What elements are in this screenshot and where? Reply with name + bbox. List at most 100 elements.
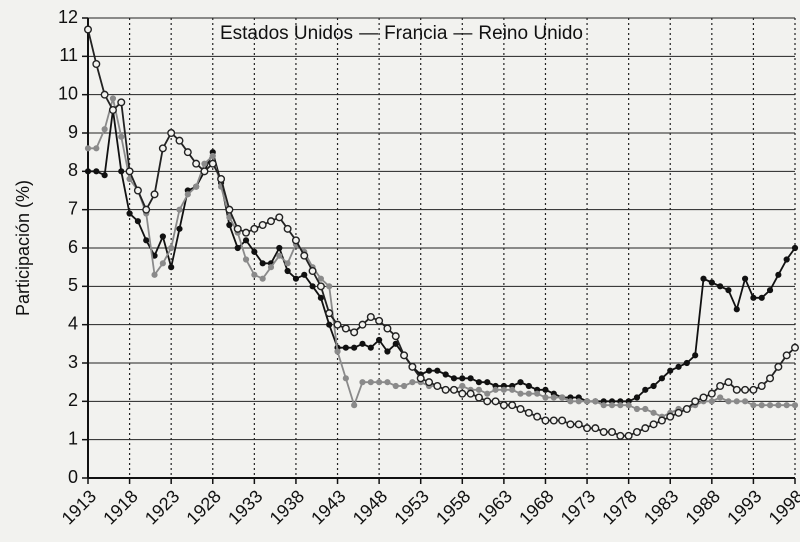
data-point: [484, 379, 491, 386]
data-point: [667, 367, 674, 374]
data-point: [649, 420, 658, 429]
data-point: [642, 405, 649, 413]
y-tick-label: 6: [68, 237, 78, 257]
data-point: [168, 244, 175, 252]
data-point: [782, 351, 791, 360]
y-tick-label: 12: [58, 7, 78, 27]
data-point: [492, 386, 499, 393]
data-point: [125, 167, 134, 176]
data-point: [109, 95, 117, 102]
y-tick-label: 2: [68, 390, 78, 410]
data-point: [474, 393, 483, 402]
data-point: [633, 405, 641, 413]
data-point: [366, 313, 375, 322]
data-point: [466, 389, 475, 398]
data-point: [93, 168, 100, 175]
data-point: [100, 90, 109, 99]
y-tick-label: 5: [68, 275, 78, 295]
data-point: [101, 172, 108, 179]
data-point: [450, 375, 458, 382]
data-point: [650, 382, 657, 390]
data-point: [757, 382, 766, 391]
data-point: [442, 371, 449, 378]
data-point: [333, 320, 342, 329]
data-point: [516, 405, 525, 414]
data-point: [632, 428, 641, 437]
data-point: [592, 398, 599, 405]
data-point: [608, 428, 617, 437]
data-point: [284, 267, 291, 275]
data-point: [334, 348, 341, 355]
data-point: [316, 282, 325, 291]
data-point: [367, 344, 374, 351]
data-point: [542, 386, 549, 393]
data-point: [725, 287, 732, 294]
data-point: [591, 424, 600, 433]
data-point: [541, 416, 550, 425]
data-point: [233, 224, 242, 233]
data-point: [392, 382, 399, 390]
data-point: [500, 386, 507, 393]
data-point: [416, 374, 425, 383]
data-point: [284, 260, 291, 267]
data-point: [525, 390, 532, 397]
data-point: [683, 359, 690, 367]
y-axis-label: Participación (%): [13, 180, 33, 316]
data-point: [325, 309, 334, 318]
data-point: [475, 379, 483, 386]
data-point: [542, 394, 549, 401]
data-point: [384, 379, 391, 386]
y-tick-label: 1: [68, 428, 78, 448]
data-point: [499, 401, 508, 410]
data-point: [351, 402, 358, 409]
data-point: [716, 382, 725, 391]
data-point: [276, 252, 283, 259]
data-point: [242, 237, 250, 244]
y-tick-label: 10: [58, 83, 78, 103]
data-point: [192, 159, 201, 168]
data-point: [433, 382, 442, 391]
data-point: [766, 374, 775, 383]
data-point: [342, 344, 349, 351]
data-point: [150, 190, 159, 199]
data-point: [724, 378, 733, 387]
data-point: [317, 275, 324, 282]
data-point: [118, 168, 125, 175]
data-point: [175, 136, 184, 145]
data-point: [583, 424, 592, 433]
data-point: [383, 324, 392, 333]
data-point: [341, 324, 350, 333]
legend: Estados Unidos — Francia — Reino Unido: [220, 23, 583, 44]
data-point: [791, 402, 799, 409]
data-point: [350, 328, 359, 337]
data-point: [692, 352, 699, 359]
data-point: [441, 385, 450, 394]
data-point: [258, 220, 267, 229]
data-point: [251, 248, 258, 255]
data-point: [458, 389, 467, 398]
data-point: [358, 320, 367, 329]
data-point: [167, 128, 176, 137]
data-point: [92, 60, 101, 69]
data-point: [259, 260, 266, 267]
data-point: [201, 160, 208, 167]
data-point: [309, 283, 316, 290]
data-point: [533, 412, 542, 421]
data-point: [741, 275, 749, 282]
data-point: [750, 402, 757, 409]
data-point: [617, 402, 624, 409]
data-point: [291, 236, 300, 245]
data-point: [118, 133, 125, 140]
data-point: [658, 375, 666, 382]
data-point: [176, 225, 183, 232]
data-point: [624, 431, 633, 440]
data-point: [108, 105, 117, 114]
data-point: [200, 167, 209, 176]
data-point: [642, 386, 649, 393]
y-tick-label: 4: [68, 313, 78, 333]
data-point: [276, 244, 283, 252]
data-point: [758, 402, 765, 409]
data-point: [384, 348, 391, 355]
